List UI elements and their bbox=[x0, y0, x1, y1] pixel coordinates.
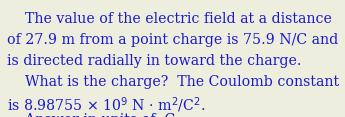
Text: is directed radially in toward the charge.: is directed radially in toward the charg… bbox=[7, 54, 302, 68]
Text: The value of the electric field at a distance: The value of the electric field at a dis… bbox=[7, 12, 332, 26]
Text: What is the charge?  The Coulomb constant: What is the charge? The Coulomb constant bbox=[7, 75, 339, 89]
Text: of 27.9 m from a point charge is 75.9 N/C and: of 27.9 m from a point charge is 75.9 N/… bbox=[7, 33, 338, 47]
Text: is 8.98755 $\times$ 10$^{9}$ N $\cdot$ m$^{2}$/C$^{2}$.: is 8.98755 $\times$ 10$^{9}$ N $\cdot$ m… bbox=[7, 95, 205, 115]
Text: Answer in units of  C.: Answer in units of C. bbox=[7, 113, 179, 117]
